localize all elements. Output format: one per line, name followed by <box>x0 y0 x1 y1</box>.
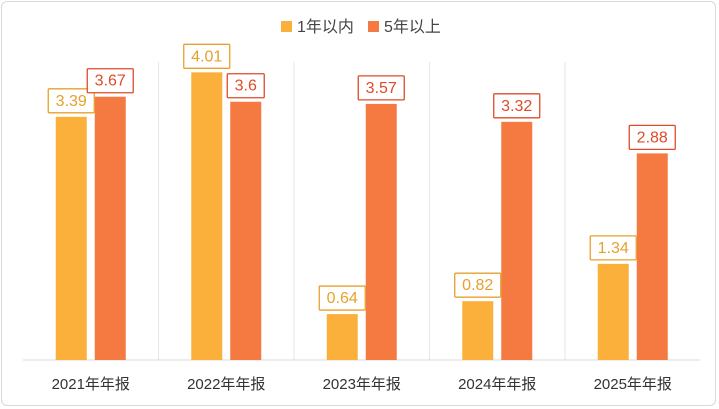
x-tick-label: 2021年年报 <box>52 376 130 393</box>
x-axis-ticks: 2021年年报 2022年年报 2023年年报 2024年年报 2025年年报 <box>52 376 672 393</box>
data-label: 2.88 <box>637 129 668 146</box>
data-label: 3.6 <box>235 78 257 95</box>
data-label: 1.34 <box>598 240 629 257</box>
bar-within-1yr-2 <box>191 72 223 361</box>
legend-swatch-2 <box>368 21 379 32</box>
data-label: 0.64 <box>327 290 358 307</box>
bar-over-5yr-3 <box>365 103 397 361</box>
bar-over-5yr-1 <box>94 96 126 360</box>
category-dividers <box>23 62 701 361</box>
legend-swatch-1 <box>281 21 292 32</box>
bar-over-5yr-2 <box>230 101 262 360</box>
data-label: 3.39 <box>56 93 87 110</box>
data-label-box <box>318 285 366 311</box>
data-label-box <box>357 75 405 101</box>
data-label-box <box>86 68 134 94</box>
data-label: 4.01 <box>191 48 222 65</box>
data-label-box <box>47 88 95 114</box>
x-tick-label: 2023年年报 <box>323 376 401 393</box>
bar-over-5yr-5 <box>636 153 668 360</box>
legend-label-2: 5年以上 <box>384 18 441 36</box>
data-label: 0.82 <box>462 277 493 294</box>
x-tick-label: 2025年年报 <box>594 376 672 393</box>
data-label: 3.57 <box>366 80 397 97</box>
bars <box>55 72 668 361</box>
data-labels: 3.39 3.67 4.01 3.6 0.64 3.57 0.82 3.32 1.34 2.88 <box>47 43 676 311</box>
data-label: 3.32 <box>501 98 532 115</box>
legend: 1年以内 5年以上 <box>281 18 441 36</box>
bar-within-1yr-1 <box>55 116 87 360</box>
x-tick-label: 2024年年报 <box>458 376 536 393</box>
legend-label-1: 1年以内 <box>297 18 354 36</box>
x-tick-label: 2022年年报 <box>187 376 265 393</box>
data-label-box <box>493 93 541 119</box>
bar-over-5yr-4 <box>501 121 533 361</box>
data-label-box <box>628 124 676 151</box>
data-label-box <box>454 272 502 298</box>
data-label-box <box>589 235 637 261</box>
data-label-box <box>183 43 231 69</box>
data-label: 3.67 <box>95 73 126 90</box>
bar-within-1yr-4 <box>462 301 494 360</box>
bar-within-1yr-5 <box>597 263 629 360</box>
data-label-box <box>226 73 265 99</box>
bar-within-1yr-3 <box>326 314 358 360</box>
